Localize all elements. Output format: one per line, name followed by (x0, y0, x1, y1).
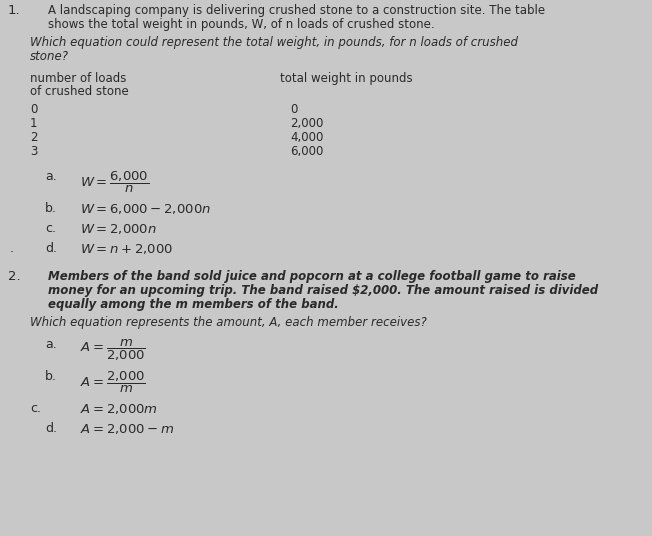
Text: $A = \dfrac{2{,}000}{m}$: $A = \dfrac{2{,}000}{m}$ (80, 370, 146, 395)
Text: a.: a. (45, 170, 57, 183)
Text: Members of the band sold juice and popcorn at a college football game to raise: Members of the band sold juice and popco… (48, 270, 576, 283)
Text: 2: 2 (30, 131, 38, 144)
Text: c.: c. (30, 402, 41, 415)
Text: 4,000: 4,000 (290, 131, 323, 144)
Text: 6,000: 6,000 (290, 145, 323, 158)
Text: stone?: stone? (30, 50, 69, 63)
Text: Which equation represents the amount, A, each member receives?: Which equation represents the amount, A,… (30, 316, 427, 329)
Text: 2,000: 2,000 (290, 117, 323, 130)
Text: b.: b. (45, 370, 57, 383)
Text: shows the total weight in pounds, W, of n loads of crushed stone.: shows the total weight in pounds, W, of … (48, 18, 435, 31)
Text: of crushed stone: of crushed stone (30, 85, 128, 98)
Text: $W = 2{,}000n$: $W = 2{,}000n$ (80, 222, 156, 236)
Text: total weight in pounds: total weight in pounds (280, 72, 413, 85)
Text: a.: a. (45, 338, 57, 351)
Text: d.: d. (45, 242, 57, 255)
Text: d.: d. (45, 422, 57, 435)
Text: 1: 1 (30, 117, 38, 130)
Text: $A = 2{,}000 - m$: $A = 2{,}000 - m$ (80, 422, 174, 436)
Text: 0: 0 (30, 103, 37, 116)
Text: 0: 0 (290, 103, 297, 116)
Text: .: . (10, 242, 14, 255)
Text: money for an upcoming trip. The band raised $2,000. The amount raised is divided: money for an upcoming trip. The band rai… (48, 284, 598, 297)
Text: $W = n + 2{,}000$: $W = n + 2{,}000$ (80, 242, 173, 256)
Text: c.: c. (45, 222, 56, 235)
Text: $W = \dfrac{6{,}000}{n}$: $W = \dfrac{6{,}000}{n}$ (80, 170, 149, 195)
Text: 3: 3 (30, 145, 37, 158)
Text: equally among the m members of the band.: equally among the m members of the band. (48, 298, 339, 311)
Text: number of loads: number of loads (30, 72, 126, 85)
Text: A landscaping company is delivering crushed stone to a construction site. The ta: A landscaping company is delivering crus… (48, 4, 545, 17)
Text: b.: b. (45, 202, 57, 215)
Text: 1.: 1. (8, 4, 21, 17)
Text: 2.: 2. (8, 270, 21, 283)
Text: $A = 2{,}000m$: $A = 2{,}000m$ (80, 402, 158, 416)
Text: $A = \dfrac{m}{2{,}000}$: $A = \dfrac{m}{2{,}000}$ (80, 338, 146, 363)
Text: $W = 6{,}000 - 2{,}000n$: $W = 6{,}000 - 2{,}000n$ (80, 202, 211, 216)
Text: Which equation could represent the total weight, in pounds, for n loads of crush: Which equation could represent the total… (30, 36, 518, 49)
